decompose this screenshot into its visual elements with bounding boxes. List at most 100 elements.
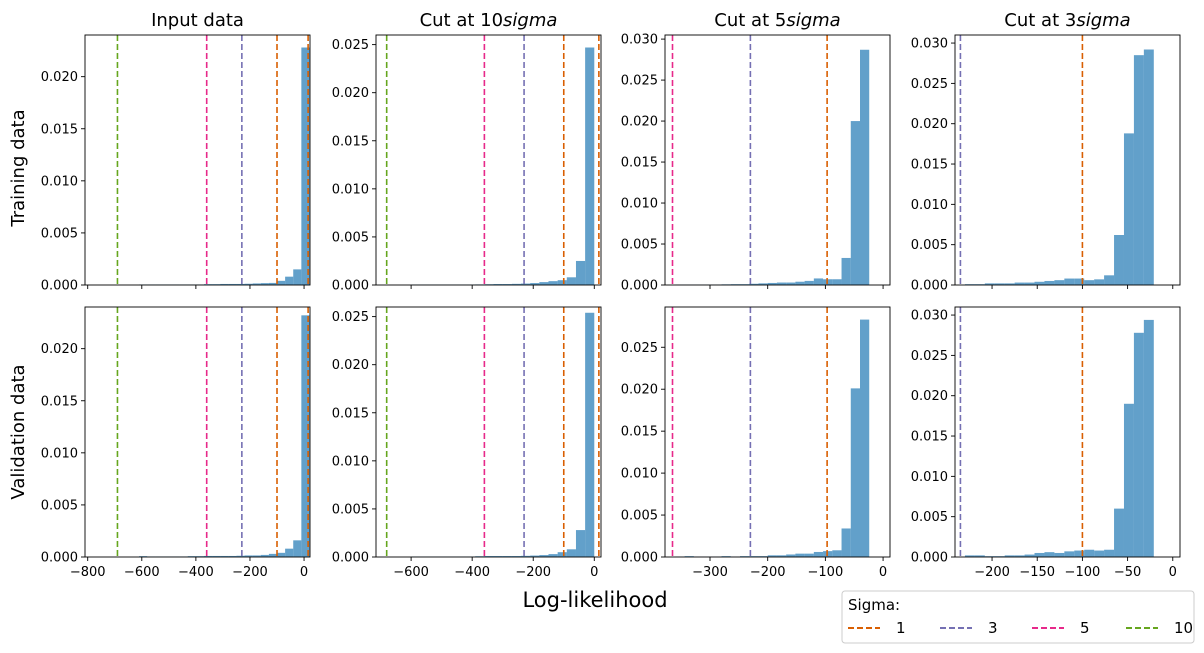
y-tick-label: 0.025 xyxy=(332,38,369,53)
histogram-bar xyxy=(1014,282,1025,285)
subplot-0-3: 0.000 0.005 0.010 0.015 0.020 0.025 0.030 Cut a… xyxy=(911,10,1181,294)
histogram-bar xyxy=(557,280,567,285)
y-tick-label: 0.015 xyxy=(621,425,658,440)
histogram-bar xyxy=(511,556,522,557)
axes-frame xyxy=(84,34,311,286)
x-tick-label: 0 xyxy=(879,565,887,580)
row-label-training: Training data xyxy=(8,109,29,227)
histogram-bar xyxy=(252,555,261,557)
histogram-bar xyxy=(1094,550,1105,557)
y-tick-label: 0.015 xyxy=(911,158,948,173)
histogram-bar xyxy=(575,260,586,285)
x-tick-label: −100 xyxy=(808,565,844,580)
y-tick-label: 0.010 xyxy=(621,197,658,212)
y-tick-label: 0.005 xyxy=(332,230,369,245)
histogram-bar xyxy=(539,282,549,285)
y-tick-label: 0.005 xyxy=(911,510,948,525)
histogram-bar xyxy=(804,280,814,285)
histogram-bar xyxy=(1114,508,1124,557)
y-tick-label: 0.010 xyxy=(621,467,658,482)
histogram-bar xyxy=(1123,133,1134,285)
plot-area xyxy=(385,307,600,557)
x-tick-label: −150 xyxy=(1019,565,1055,580)
histogram-bar xyxy=(832,279,842,285)
histogram-bar xyxy=(1024,282,1035,285)
y-tick-label: 0.005 xyxy=(621,509,658,524)
row-label-validation: Validation data xyxy=(8,364,29,499)
axes-frame xyxy=(375,306,602,558)
subplot-title-italic: sigma xyxy=(786,10,840,31)
y-tick-label: 0.020 xyxy=(332,358,369,373)
plot-area xyxy=(671,35,870,285)
plot-area xyxy=(385,35,600,285)
subplot-title-italic: sigma xyxy=(503,10,557,31)
histogram-bar xyxy=(1044,280,1055,285)
x-tick-label: −200 xyxy=(974,565,1010,580)
y-tick-label: 0.010 xyxy=(332,182,369,197)
histogram-bar xyxy=(964,555,975,557)
histogram-bar xyxy=(493,556,503,557)
histogram-bar xyxy=(1074,550,1085,557)
plot-area xyxy=(671,307,870,557)
y-tick-label: 0.020 xyxy=(911,117,948,132)
y-tick-label: 0.025 xyxy=(621,74,658,89)
histogram-bar xyxy=(1143,49,1154,285)
histogram-bar xyxy=(521,555,531,557)
histogram-bar xyxy=(841,528,851,557)
histogram-bar xyxy=(493,284,503,285)
x-tick-label: −200 xyxy=(515,565,551,580)
histogram-bar xyxy=(244,555,253,557)
histogram-bar xyxy=(1123,403,1134,557)
histogram-bar xyxy=(521,283,531,285)
y-tick-label: 0.000 xyxy=(621,551,658,566)
histogram-bar xyxy=(786,554,796,557)
y-tick-label: 0.000 xyxy=(332,551,369,566)
histogram-bar xyxy=(984,283,995,285)
histogram-bar xyxy=(301,47,310,285)
histogram-bar xyxy=(1054,552,1065,557)
legend-label-sigma-5: 5 xyxy=(1080,619,1090,637)
histogram-bar xyxy=(1004,283,1015,285)
axes-frame xyxy=(375,34,602,286)
y-tick-label: 0.020 xyxy=(332,86,369,101)
histogram-bar xyxy=(285,548,294,557)
y-tick-label: 0.010 xyxy=(911,470,948,485)
histogram-bar xyxy=(585,47,595,285)
y-tick-label: 0.010 xyxy=(332,454,369,469)
histogram-bar xyxy=(511,283,522,285)
subplot-0-0: 0.000 0.005 0.010 0.015 0.020 Input data xyxy=(41,10,311,294)
histogram-bar xyxy=(1034,281,1045,285)
x-tick-label: −50 xyxy=(1114,565,1141,580)
subplot-title-text: Cut at 5 xyxy=(714,10,786,31)
subplot-1-1: 0.000 0.005 0.010 0.015 0.020 0.025 −600 −400 −2… xyxy=(332,306,602,580)
histogram-bar xyxy=(786,282,796,285)
y-tick-label: 0.025 xyxy=(621,341,658,356)
y-tick-label: 0.030 xyxy=(911,37,948,52)
axes-frame xyxy=(664,34,891,286)
histogram-bar xyxy=(994,283,1005,285)
histogram-bar xyxy=(1094,279,1105,285)
x-tick-label: −200 xyxy=(750,565,786,580)
y-tick-label: 0.020 xyxy=(41,70,78,85)
legend-entries: 1 3 5 10 xyxy=(848,619,1193,637)
histogram-bar xyxy=(795,281,805,285)
histogram-bar xyxy=(1133,55,1144,285)
y-tick-label: 0.000 xyxy=(911,551,948,566)
histogram-bar xyxy=(212,555,221,557)
histogram-bar xyxy=(260,554,269,557)
axes-frame xyxy=(954,34,1181,286)
subplot-1-3: 0.0000.0050.0100.0150.0200.0250.030−200−… xyxy=(911,306,1181,580)
histogram-bar xyxy=(1044,552,1055,557)
subplot-title: Cut at 5sigma xyxy=(714,10,840,31)
x-tick-label: −600 xyxy=(124,565,160,580)
axes-frame xyxy=(84,306,311,558)
histogram-bar xyxy=(1074,278,1085,285)
histogram-bar xyxy=(548,554,558,557)
y-tick-label: 0.020 xyxy=(621,383,658,398)
histogram-bar xyxy=(530,555,540,557)
histogram-bar xyxy=(228,555,237,557)
x-tick-label: −600 xyxy=(393,565,429,580)
histogram-bar xyxy=(776,555,787,557)
histogram-bar xyxy=(566,549,576,557)
y-tick-label: 0.020 xyxy=(41,342,78,357)
